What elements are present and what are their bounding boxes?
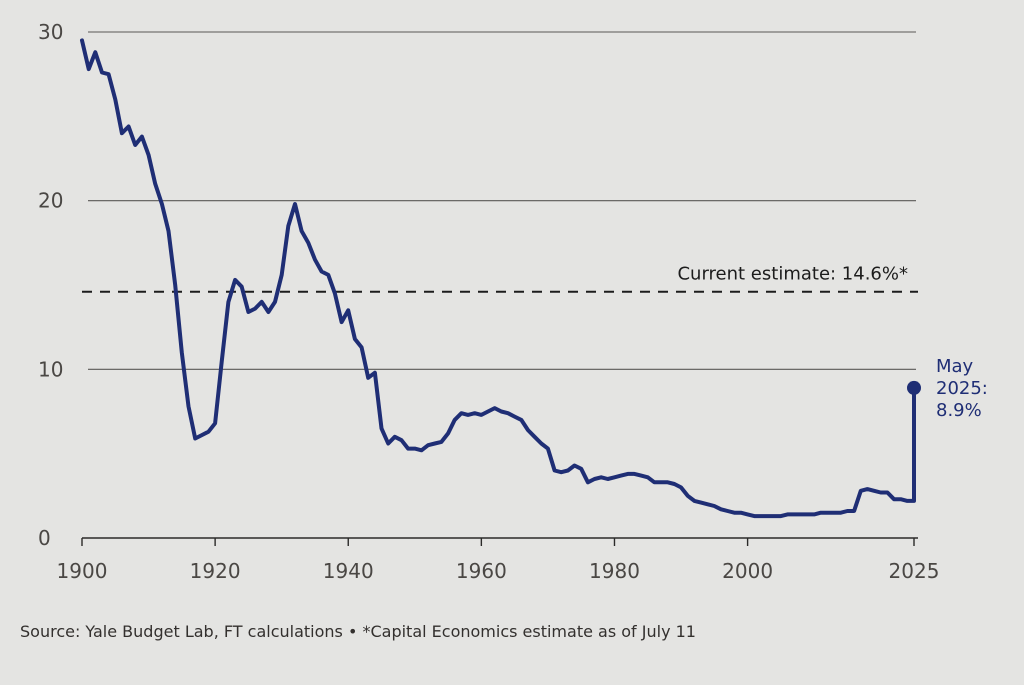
source-note: Source: Yale Budget Lab, FT calculations… <box>20 622 696 641</box>
x-tick-label: 1960 <box>456 559 507 583</box>
x-tick-label: 1920 <box>190 559 241 583</box>
x-tick-label: 1900 <box>57 559 108 583</box>
series-line <box>80 38 916 519</box>
x-tick-label: 1980 <box>589 559 640 583</box>
y-tick-label: 10 <box>38 357 63 381</box>
y-tick-label: 30 <box>38 20 63 44</box>
y-tick-label: 0 <box>38 526 51 550</box>
x-tick-label: 2000 <box>722 559 773 583</box>
end-point-label-line: 2025: <box>936 378 988 399</box>
x-tick-label: 2025 <box>889 559 940 583</box>
end-point-marker <box>907 380 921 395</box>
end-point-label-line: May <box>936 356 974 377</box>
y-tick-label: 20 <box>38 189 63 213</box>
x-tick-label: 1940 <box>323 559 374 583</box>
end-point-label-line: 8.9% <box>936 400 982 421</box>
reference-line-label: Current estimate: 14.6%* <box>677 264 908 285</box>
